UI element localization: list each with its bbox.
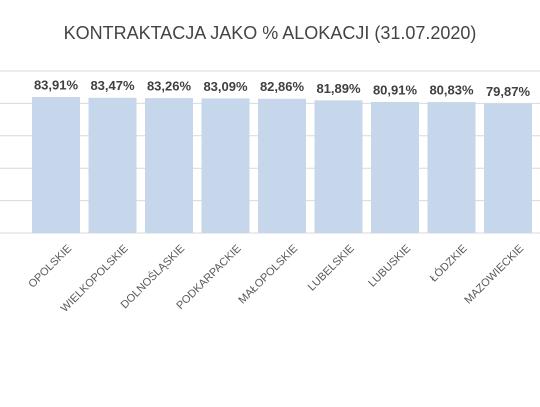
- value-label: 82,86%: [260, 79, 305, 94]
- value-label: 83,47%: [90, 78, 135, 93]
- value-label: 80,91%: [373, 82, 418, 97]
- chart-title: KONTRAKTACJA JAKO % ALOKACJI (31.07.2020…: [64, 23, 477, 43]
- x-tick-label: LUBUSKIE: [366, 243, 413, 290]
- x-tick-label: OPOLSKIE: [26, 243, 74, 291]
- value-label: 80,83%: [429, 82, 474, 97]
- bar: [371, 101, 419, 233]
- x-tick-label: MAZOWIECKIE: [462, 243, 526, 307]
- bar: [32, 97, 80, 234]
- bar: [427, 102, 476, 234]
- x-tick-label: MAŁOPOLSKIE: [236, 243, 300, 307]
- bar: [88, 97, 137, 234]
- value-label: 83,26%: [147, 79, 192, 94]
- bar: [258, 98, 306, 233]
- bar: [201, 98, 250, 234]
- value-label: 83,09%: [203, 79, 248, 94]
- bar: [145, 98, 193, 233]
- x-tick-label: LUBELSKIE: [306, 243, 357, 294]
- bar: [314, 100, 363, 234]
- value-label: 79,87%: [486, 84, 531, 99]
- value-label: 81,89%: [316, 81, 361, 96]
- x-tick-label: ŁÓDZKIE: [427, 242, 469, 284]
- bar: [484, 103, 532, 234]
- value-label: 83,91%: [34, 78, 79, 93]
